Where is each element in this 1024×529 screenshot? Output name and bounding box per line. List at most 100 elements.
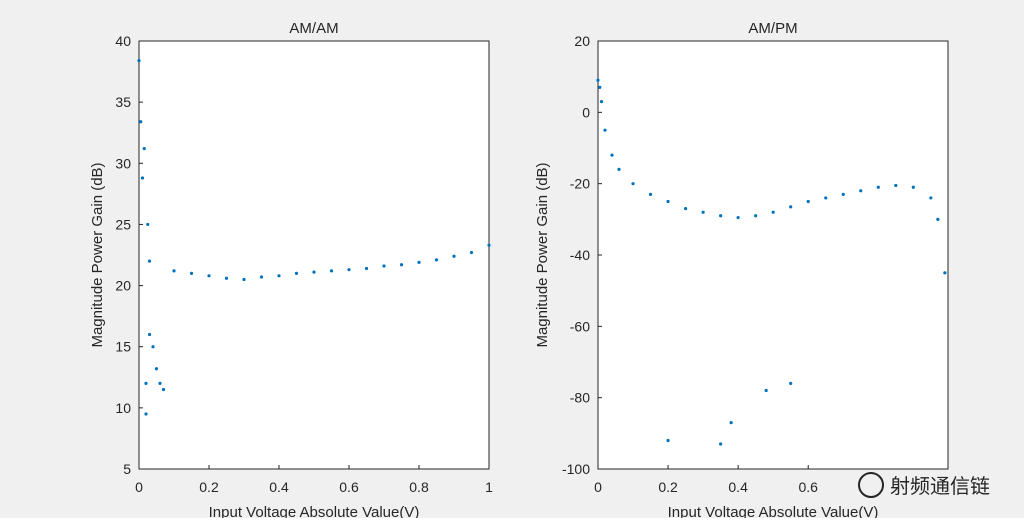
x-ticks-am-pm: 0 0.2 0.4 0.6 xyxy=(594,465,818,495)
scatter-point xyxy=(599,100,604,104)
scatter-point xyxy=(876,185,880,189)
chart-title-am-am: AM/AM xyxy=(289,20,338,37)
scatter-point xyxy=(610,153,614,157)
y-tick-label: 5 xyxy=(123,461,131,477)
scatter-point xyxy=(452,254,456,258)
x-tick-label: 0.2 xyxy=(199,479,219,495)
axes-am-pm: 0 0.2 0.4 0.6 -100 -80 -60 -40 -20 0 20 AM/PM Inp… xyxy=(534,20,949,521)
y-tick-label: -40 xyxy=(570,247,590,263)
scatter-point xyxy=(736,215,740,220)
scatter-point xyxy=(329,269,334,273)
scatter-point xyxy=(666,199,670,204)
scatter-point xyxy=(789,205,793,209)
scatter-point xyxy=(719,214,723,218)
scatter-point xyxy=(142,147,146,151)
scatter-point xyxy=(936,217,940,221)
scatter-point xyxy=(598,85,602,89)
scatter-point xyxy=(771,210,775,214)
x-tick-label: 0.2 xyxy=(658,479,678,495)
scatter-point xyxy=(943,271,947,275)
y-tick-label: 20 xyxy=(115,278,131,294)
scatter-point xyxy=(207,274,211,278)
scatter-point xyxy=(859,189,863,193)
scatter-point xyxy=(144,412,148,416)
scatter-point xyxy=(259,275,264,279)
scatter-point xyxy=(789,381,793,385)
y-axis-label-am-pm: Magnitude Power Gain (dB) xyxy=(534,162,551,347)
scatter-point xyxy=(666,438,670,443)
watermark-text: 射频通信链 xyxy=(890,474,990,498)
scatter-point xyxy=(487,243,491,247)
scatter-point xyxy=(894,183,898,188)
y-tick-label: -20 xyxy=(570,176,590,192)
scatter-point xyxy=(154,367,159,371)
y-ticks-am-am: 5 10 15 20 25 30 35 40 xyxy=(115,33,143,477)
scatter-point xyxy=(312,270,316,274)
scatter-point xyxy=(701,210,705,214)
scatter-point xyxy=(729,421,733,425)
scatter-point xyxy=(242,277,246,282)
plot-area-am-pm xyxy=(597,40,949,470)
scatter-point xyxy=(683,207,688,211)
x-tick-label: 0 xyxy=(594,479,602,495)
watermark: 射频通信链 xyxy=(858,470,990,499)
scatter-point xyxy=(382,264,386,268)
scatter-point xyxy=(140,176,145,180)
scatter-point xyxy=(764,388,768,393)
x-tick-label: 0.6 xyxy=(798,479,818,495)
y-tick-label: 0 xyxy=(582,104,590,120)
scatter-point xyxy=(144,381,148,385)
scatter-point xyxy=(469,250,474,255)
scatter-point xyxy=(417,260,421,264)
y-ticks-am-pm: -100 -80 -60 -40 -20 0 20 xyxy=(562,33,602,477)
scatter-point xyxy=(754,214,758,218)
scatter-point xyxy=(189,271,194,275)
scatter-point xyxy=(172,269,176,273)
scatter-point xyxy=(137,58,141,63)
y-tick-label: 20 xyxy=(574,33,590,49)
y-tick-label: 30 xyxy=(115,155,131,171)
scatter-point xyxy=(161,387,166,392)
scatter-point xyxy=(806,199,810,204)
x-tick-label: 0.6 xyxy=(339,479,359,495)
scatter-point xyxy=(648,192,653,196)
x-axis-label-am-pm: Input Voltage Absolute Value(V) xyxy=(668,504,879,521)
scatter-point xyxy=(596,78,600,82)
scatter-point xyxy=(911,185,915,189)
x-tick-label: 0.8 xyxy=(409,479,429,495)
y-tick-label: 35 xyxy=(115,94,131,110)
scatter-point xyxy=(364,266,369,271)
y-tick-label: -100 xyxy=(562,461,590,477)
bottom-strip xyxy=(0,518,1024,529)
scatter-point xyxy=(147,332,152,337)
scatter-point xyxy=(617,167,621,171)
scatter-point xyxy=(631,182,635,186)
scatter-point xyxy=(399,263,404,267)
scatter-point xyxy=(224,276,229,280)
x-tick-label: 1 xyxy=(485,479,493,495)
y-tick-label: 40 xyxy=(115,33,131,49)
x-axis-label-am-am: Input Voltage Absolute Value(V) xyxy=(209,504,420,521)
x-tick-label: 0.4 xyxy=(269,479,289,495)
scatter-point xyxy=(277,274,281,278)
scatter-point xyxy=(147,259,152,263)
y-tick-label: -60 xyxy=(570,318,590,334)
scatter-point xyxy=(294,271,299,275)
scatter-point xyxy=(824,196,828,200)
y-tick-label: 25 xyxy=(115,216,131,232)
scatter-marks-am-pm xyxy=(596,78,947,446)
scatter-marks-am-am xyxy=(137,58,491,416)
chart-title-am-pm: AM/PM xyxy=(748,20,797,37)
y-tick-label: 15 xyxy=(115,339,131,355)
scatter-point xyxy=(158,381,162,385)
y-tick-label: 10 xyxy=(115,400,131,416)
plot-area-am-am xyxy=(138,40,490,470)
scatter-point xyxy=(434,258,439,262)
y-tick-label: -80 xyxy=(570,390,590,406)
scatter-point xyxy=(719,442,723,446)
scatter-point xyxy=(139,120,143,124)
scatter-point xyxy=(929,196,933,200)
x-tick-label: 0.4 xyxy=(728,479,748,495)
x-ticks-am-am: 0 0.2 0.4 0.6 0.8 1 xyxy=(135,465,493,495)
